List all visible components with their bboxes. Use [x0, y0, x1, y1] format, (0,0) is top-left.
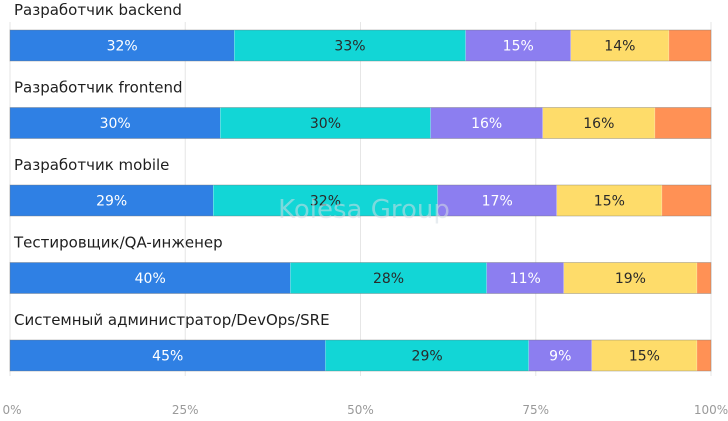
bar-row: 32% 33% 15% 14% [9, 29, 712, 62]
bar-value-label: 40% [135, 271, 166, 287]
bar-segment-segment-5 [661, 184, 712, 217]
bar-value-label: 15% [629, 349, 660, 365]
x-tick-label-50: 50% [347, 403, 374, 417]
bar-segment-segment-1 [9, 29, 235, 62]
category-label: Разработчик frontend [14, 79, 182, 97]
x-axis-ticks: 0% 25% 50% 75% 100% [2, 403, 728, 417]
bar-segment-segment-1 [9, 107, 221, 139]
bar-value-label: 17% [482, 194, 513, 210]
bar-value-label: 19% [615, 271, 646, 287]
bar-segment-segment-1 [9, 339, 326, 372]
x-tick-label-75: 75% [522, 403, 549, 417]
bar-value-label: 15% [503, 39, 534, 55]
bar-value-label: 45% [152, 349, 183, 365]
category-labels: Разработчик backend Разработчик frontend Р… [13, 1, 330, 329]
bar-value-label: 15% [594, 194, 625, 210]
bar-segment-segment-5 [696, 339, 712, 372]
bar-value-label: 29% [96, 194, 127, 210]
bar-segment-segment-2 [220, 107, 431, 139]
bar-segment-segment-2 [213, 184, 438, 217]
bar-value-label: 9% [549, 349, 571, 365]
category-label: Разработчик mobile [14, 156, 169, 174]
bar-segment-segment-2 [290, 262, 487, 294]
bar-outline [9, 262, 712, 294]
bar-outline [9, 107, 712, 139]
bar-outline [9, 339, 712, 372]
bar-value-label: 11% [510, 271, 541, 287]
bar-row: 45% 29% 9% 15% [9, 339, 712, 372]
watermark: Kolesa Group [278, 195, 450, 225]
bar-segment-segment-3 [430, 107, 544, 139]
bar-value-label: 32% [310, 194, 341, 210]
bar-value-label: 16% [583, 116, 614, 132]
bar-row: 30% 30% 16% 16% [9, 107, 712, 139]
bar-segment-segment-4 [556, 184, 663, 217]
bars: 32% 33% 15% 14% 30% 30% 16% 16% 29% 32% 17% 15% 40% 2… [9, 29, 712, 372]
bar-value-label: 33% [334, 39, 365, 55]
bar-outline [9, 184, 712, 217]
bar-value-label: 16% [471, 116, 502, 132]
bar-segment-segment-1 [9, 262, 291, 294]
category-label: Разработчик backend [14, 1, 182, 19]
bar-value-label: 28% [373, 271, 404, 287]
bar-value-label: 30% [310, 116, 341, 132]
x-tick-label-0: 0% [2, 403, 21, 417]
bar-segment-segment-5 [668, 29, 712, 62]
category-label: Тестировщик/QA-инженер [13, 234, 223, 252]
bar-segment-segment-3 [437, 184, 558, 217]
bar-segment-segment-2 [234, 29, 466, 62]
bar-segment-segment-2 [325, 339, 529, 372]
x-tick-label-100: 100% [694, 403, 728, 417]
bar-value-label: 14% [604, 39, 635, 55]
x-tick-label-25: 25% [172, 403, 199, 417]
bar-segment-segment-1 [9, 184, 214, 217]
bar-value-label: 30% [100, 116, 131, 132]
bar-segment-segment-4 [570, 29, 670, 62]
bar-value-label: 32% [107, 39, 138, 55]
bar-segment-segment-5 [654, 107, 712, 139]
bar-value-label: 29% [412, 349, 443, 365]
bar-row: 40% 28% 11% 19% [9, 262, 712, 294]
bar-segment-segment-4 [563, 262, 698, 294]
bar-segment-segment-3 [465, 29, 572, 62]
bar-outline [9, 29, 712, 62]
bar-row: 29% 32% 17% 15% [9, 184, 712, 217]
bar-segment-segment-5 [696, 262, 712, 294]
bar-segment-segment-4 [591, 339, 698, 372]
category-label: Системный администратор/DevOps/SRE [14, 311, 330, 329]
